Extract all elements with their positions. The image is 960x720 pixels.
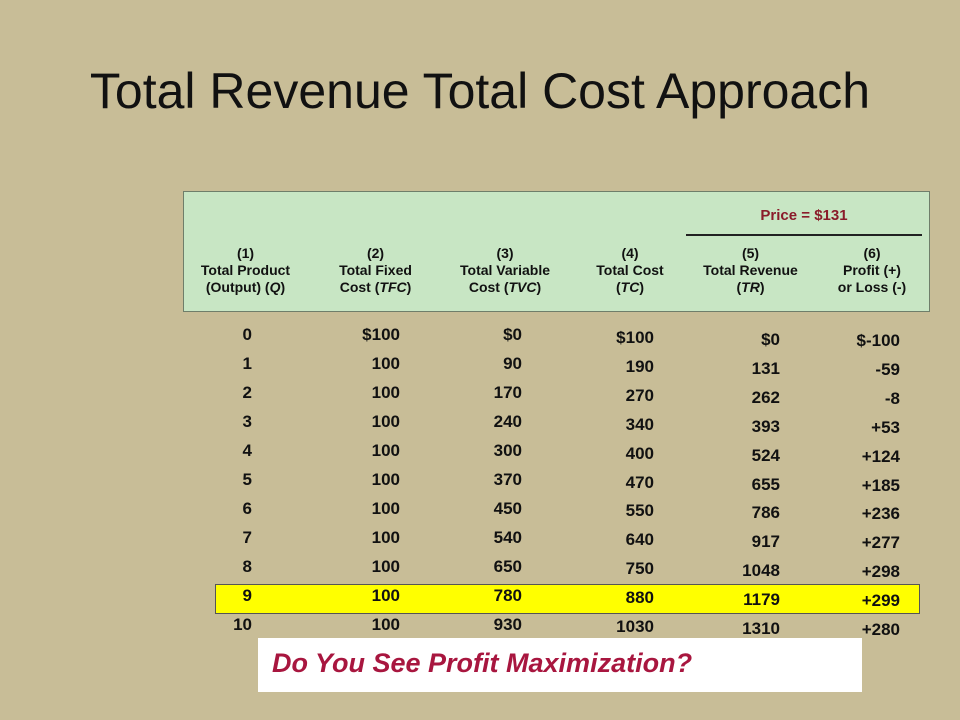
cell-q-10: 10 [233,615,252,634]
question-box: Do You See Profit Maximization? [258,638,862,692]
cell-tfc-5: 100 [371,470,400,489]
cell-profit-7: +277 [861,533,900,553]
cell-q-0: 0 [242,325,252,344]
cell-q-6: 6 [242,499,252,518]
cell-tr-6: 786 [751,503,780,523]
cell-tr-5: 655 [751,474,780,494]
cell-tfc-2: 100 [371,383,400,402]
highlighted-row [215,584,920,614]
col-header-total-fixed-cost: (2) Total Fixed Cost (TFC) [339,245,412,295]
slide-title: Total Revenue Total Cost Approach [89,63,871,119]
cell-tvc-2: 170 [493,383,522,402]
cell-tc-0: $100 [616,328,654,347]
cell-q-9: 9 [242,586,252,605]
price-label: Price = $131 [760,207,848,224]
cell-tc-6: 550 [625,501,654,521]
cell-tfc-10: 100 [371,615,400,634]
cell-profit-4: +124 [861,446,900,466]
cell-tr-3: 393 [751,416,780,436]
cell-profit-8: +298 [861,562,900,582]
col-header-total-cost: (4) Total Cost (TC) [596,245,664,295]
cell-tfc-7: 100 [371,528,400,547]
cell-q-2: 2 [242,383,252,402]
cell-tr-7: 917 [751,532,780,552]
cell-profit-2: -8 [884,388,900,408]
cell-tfc-8: 100 [371,557,400,576]
cell-tr-2: 262 [751,387,780,407]
cell-tfc-3: 100 [371,412,400,431]
cell-q-7: 7 [242,528,252,547]
cell-tr-9: 1179 [743,590,780,610]
col-header-total-product: (1) Total Product (Output) (Q) [200,245,291,295]
cell-tvc-6: 450 [493,499,522,518]
cell-tc-7: 640 [625,530,654,550]
cell-tr-1: 131 [751,358,780,378]
col-header-total-revenue: (5) Total Revenue (TR) [703,245,798,295]
cell-tfc-6: 100 [371,499,400,518]
col-header-profit: (6) Profit (+) or Loss (-) [837,245,907,295]
cell-tfc-4: 100 [371,441,400,460]
cell-profit-1: -59 [875,359,900,379]
cell-profit-6: +236 [861,504,900,524]
cell-q-3: 3 [242,412,252,431]
cell-tr-4: 524 [751,445,780,465]
cell-q-1: 1 [242,354,252,373]
cell-tc-5: 470 [625,472,654,492]
cell-tvc-3: 240 [493,412,522,431]
col-header-total-variable-cost: (3) Total Variable Cost (TVC) [460,245,550,295]
cell-profit-3: +53 [871,417,900,437]
cell-q-4: 4 [242,441,252,460]
cell-tfc-0: $100 [362,325,400,344]
cell-tc-3: 340 [625,414,654,434]
cell-tvc-7: 540 [493,528,522,547]
question-text: Do You See Profit Maximization? [272,648,693,678]
cell-profit-5: +185 [861,475,900,495]
cell-q-5: 5 [242,470,252,489]
cell-profit-9: +299 [861,591,900,611]
cell-tc-1: 190 [625,356,654,376]
cell-q-8: 8 [242,557,252,576]
cell-tc-2: 270 [625,385,654,405]
cell-tfc-1: 100 [371,354,400,373]
cell-tvc-1: 90 [503,354,522,373]
cell-tvc-8: 650 [493,557,522,576]
cell-profit-10: +280 [861,620,900,639]
cell-tfc-9: 100 [371,586,400,605]
cell-profit-0: $-100 [856,331,900,350]
cell-tvc-5: 370 [493,470,522,489]
table-header-box [183,191,930,312]
cell-tr-8: 1048 [742,561,780,581]
cell-tc-10: 1030 [616,617,654,636]
cell-tvc-0: $0 [503,325,522,344]
cell-tc-8: 750 [625,559,654,579]
cell-tvc-10: 930 [493,615,522,634]
cell-tvc-9: 780 [493,586,522,605]
price-divider [686,234,922,236]
cell-tc-9: 880 [625,588,654,608]
cell-tvc-4: 300 [493,441,522,460]
cell-tr-0: $0 [761,330,780,349]
cell-tc-4: 400 [625,443,654,463]
cell-tr-10: 1310 [742,619,780,638]
